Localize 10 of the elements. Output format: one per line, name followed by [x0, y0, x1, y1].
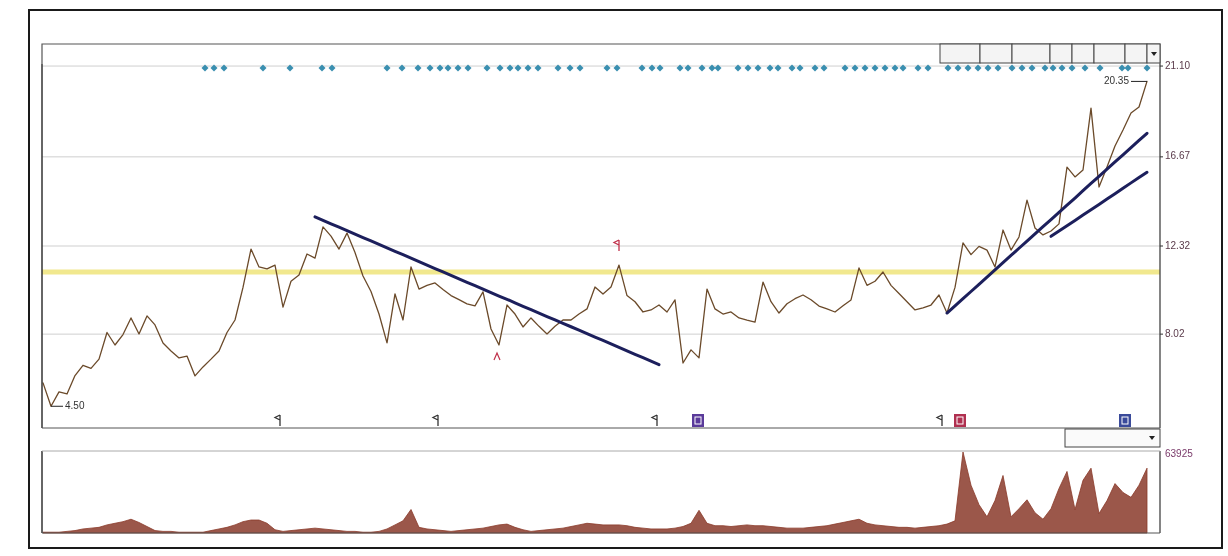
- line-series: [1049, 170, 1149, 238]
- y-tick-label: 12.32: [1165, 239, 1191, 251]
- y-tick-label: 16.67: [1165, 150, 1191, 162]
- text: 63925: [1165, 447, 1194, 459]
- annotation: 20.35: [1103, 75, 1130, 87]
- y-tick-label: 21.10: [1165, 59, 1191, 71]
- line-series: [945, 131, 1149, 315]
- line-series: [313, 215, 661, 367]
- y-tick-label: 8.02: [1165, 327, 1185, 339]
- annotation: 4.50: [65, 399, 85, 411]
